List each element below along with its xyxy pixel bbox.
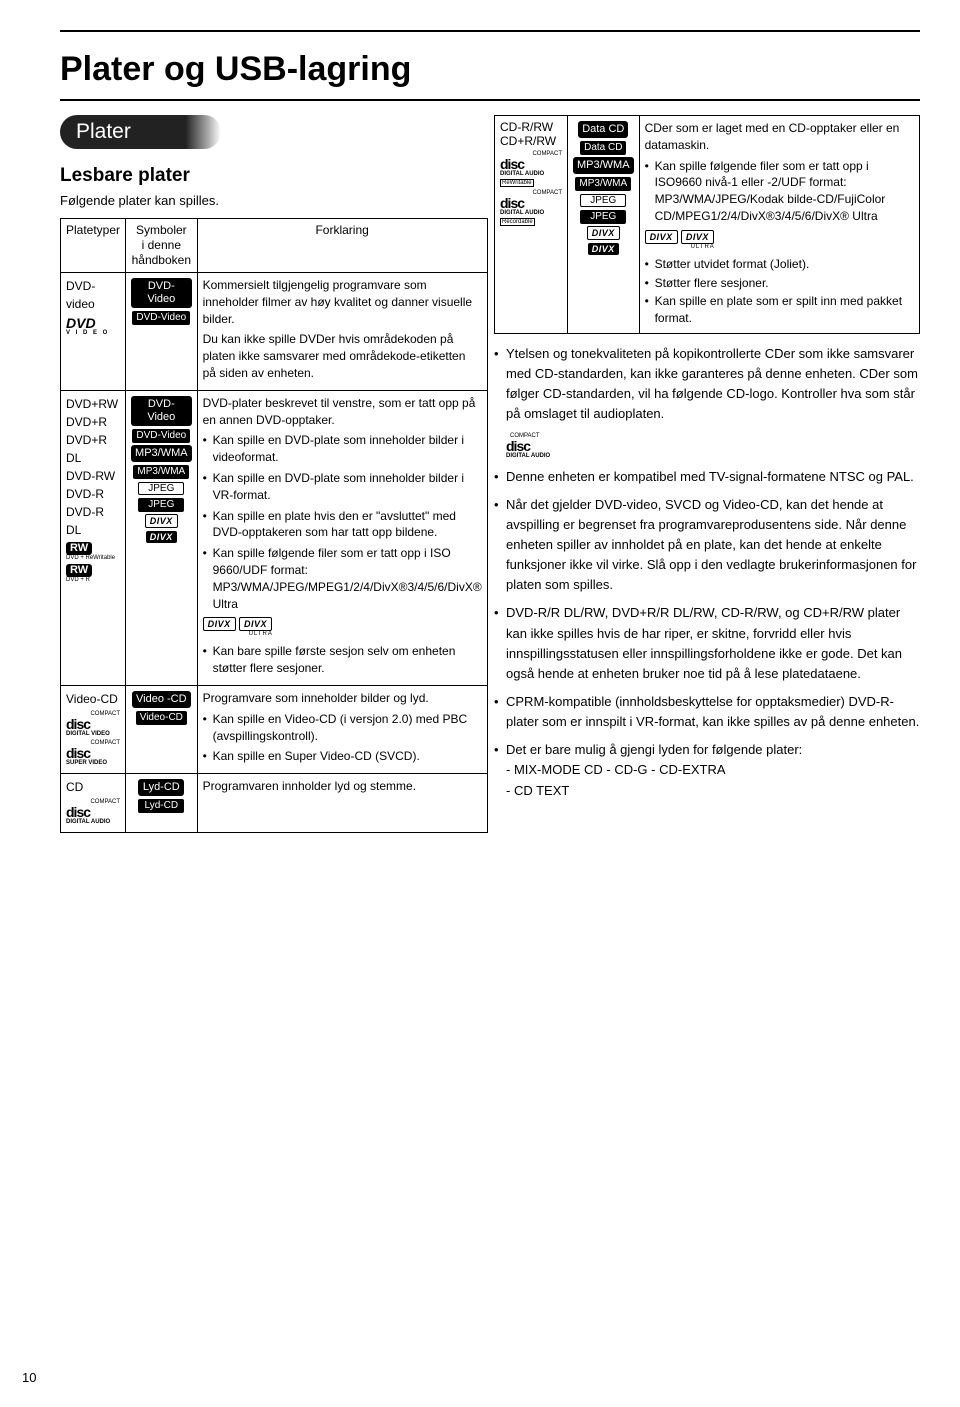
type-line: DVD+RW <box>66 395 120 413</box>
symbol-pill: MP3/WMA <box>575 177 631 191</box>
divx-ultra-pair-icon: DIVX DIVX ULTRA <box>645 229 914 250</box>
table-row: DVD-video DVDV I D E O DVD-Video DVD-Video… <box>61 273 488 391</box>
desc-bullet: Støtter flere sesjoner. <box>655 275 914 292</box>
discs-table-body: DVD-video DVDV I D E O DVD-Video DVD-Video… <box>61 273 488 833</box>
desc-bullet: Kan spille en Super Video-CD (SVCD). <box>213 748 482 765</box>
type-line: DVD-video <box>66 277 120 313</box>
type-line: DVD+R DL <box>66 431 120 467</box>
desc-para: DVD-plater beskrevet til venstre, som er… <box>203 395 482 429</box>
desc-para: CDer som er laget med en CD-opptaker ell… <box>645 120 914 154</box>
page-bullet: Når det gjelder DVD-video, SVCD og Video… <box>506 495 920 596</box>
th-type: Platetyper <box>61 219 126 273</box>
symbol-pill: MP3/WMA <box>133 465 189 479</box>
desc-para: Kommersielt tilgjengelig programvare som… <box>203 277 482 327</box>
right-table: CD-R/RWCD+R/RW COMPACT disc DIGITAL AUDI… <box>494 115 920 334</box>
symbol-pill: DVD-Video <box>131 278 192 308</box>
symbol-pill: MP3/WMA <box>131 445 192 462</box>
table-row: DVD+RWDVD+RDVD+R DLDVD-RWDVD-RDVD-R DL RW… <box>61 390 488 685</box>
divx-ultra-pair-icon: DIVX DIVX ULTRA <box>203 616 482 637</box>
divx-pill-icon: DIVX <box>146 531 177 543</box>
compact-disc-logo-icon: COMPACT disc DIGITAL AUDIO <box>66 799 120 825</box>
compact-disc-logo-icon: COMPACT disc DIGITAL AUDIO ReWritable <box>500 151 562 187</box>
table-row: Video-CD COMPACT disc DIGITAL VIDEO COMP… <box>61 685 488 773</box>
compact-disc-logo-icon: COMPACT disc SUPER VIDEO <box>66 740 120 766</box>
right-column: CD-R/RWCD+R/RW COMPACT disc DIGITAL AUDI… <box>494 115 920 833</box>
th-desc: Forklaring <box>197 219 487 273</box>
th-symbols: Symboler i denne håndboken <box>126 219 198 273</box>
symbol-pill: Video-CD <box>136 711 187 725</box>
page-number: 10 <box>22 1370 36 1385</box>
table-row: CD COMPACT disc DIGITAL AUDIO Lyd-CD Lyd-… <box>61 774 488 833</box>
type-line: DVD-R DL <box>66 503 120 539</box>
top-rule <box>60 30 920 32</box>
right-bullets: Ytelsen og tonekvaliteten på kopikontrol… <box>494 344 920 801</box>
symbol-box: JPEG <box>580 194 626 207</box>
discs-table: Platetyper Symboler i denne håndboken Fo… <box>60 218 488 833</box>
dvd-video-logo-icon: DVDV I D E O <box>66 316 120 336</box>
symbol-pill: Data CD <box>578 121 628 138</box>
symbol-pill: Data CD <box>580 141 626 155</box>
desc-bullet: Kan bare spille første sesjon selv om en… <box>213 643 482 677</box>
page-bullet: Det er bare mulig å gjengi lyden for føl… <box>506 740 920 800</box>
symbol-pill: Lyd-CD <box>138 799 184 813</box>
sub-heading: Lesbare plater <box>60 165 480 187</box>
type-line: Video-CD <box>66 690 120 708</box>
type-line: DVD-R <box>66 485 120 503</box>
right-table-body: CD-R/RWCD+R/RW COMPACT disc DIGITAL AUDI… <box>495 116 920 334</box>
desc-para: Programvaren innholder lyd og stemme. <box>203 778 482 795</box>
type-line: CD+R/RW <box>500 134 562 148</box>
desc-bullet: Kan spille følgende filer som er tatt op… <box>655 158 914 225</box>
compact-disc-logo-icon: COMPACT disc DIGITAL AUDIO Recordable <box>500 190 562 226</box>
type-line: DVD-RW <box>66 467 120 485</box>
page-bullet: Ytelsen og tonekvaliteten på kopikontrol… <box>506 344 920 425</box>
table-row: CD-R/RWCD+R/RW COMPACT disc DIGITAL AUDI… <box>495 116 920 334</box>
symbol-box: JPEG <box>138 482 184 495</box>
desc-bullet: Kan spille følgende filer som er tatt op… <box>213 545 482 612</box>
symbol-pill: MP3/WMA <box>573 157 634 174</box>
desc-bullet: Kan spille en DVD-plate som inneholder b… <box>213 432 482 466</box>
page-bullet: Denne enheten er kompatibel med TV-signa… <box>506 467 920 487</box>
page-bullet: CPRM-kompatible (innholdsbeskyttelse for… <box>506 692 920 732</box>
page-title: Plater og USB-lagring <box>60 50 920 89</box>
desc-bullet: Kan spille en Video-CD (i versjon 2.0) m… <box>213 711 482 745</box>
bottom-rule <box>60 99 920 101</box>
compact-disc-logo-icon: COMPACT disc DIGITAL AUDIO <box>506 433 920 459</box>
intro-text: Følgende plater kan spilles. <box>60 193 480 208</box>
divx-box-icon: DIVX <box>587 226 620 240</box>
desc-bullet: Kan spille en DVD-plate som inneholder b… <box>213 470 482 504</box>
desc-para: Programvare som inneholder bilder og lyd… <box>203 690 482 707</box>
rw-r-logo-icon: RWDVD + R <box>66 564 120 583</box>
type-line: CD <box>66 778 120 796</box>
symbol-pill: DVD-Video <box>131 396 192 426</box>
symbol-pill: DVD-Video <box>132 429 190 443</box>
symbol-pill: JPEG <box>580 210 626 224</box>
symbol-pill: JPEG <box>138 498 184 512</box>
compact-disc-logo-icon: COMPACT disc DIGITAL VIDEO <box>66 711 120 737</box>
page-bullet: DVD-R/R DL/RW, DVD+R/R DL/RW, CD-R/RW, o… <box>506 603 920 684</box>
type-line: CD-R/RW <box>500 120 562 134</box>
main-columns: Plater Lesbare plater Følgende plater ka… <box>60 115 920 833</box>
desc-bullet: Kan spille en plate hvis den er "avslutt… <box>213 508 482 542</box>
section-pill: Plater <box>60 115 221 149</box>
symbol-pill: Lyd-CD <box>138 779 184 796</box>
desc-para: Du kan ikke spille DVDer hvis områdekode… <box>203 331 482 381</box>
divx-pill-icon: DIVX <box>588 243 619 255</box>
left-column: Plater Lesbare plater Følgende plater ka… <box>60 115 480 833</box>
type-line: DVD+R <box>66 413 120 431</box>
divx-box-icon: DIVX <box>145 514 178 528</box>
symbol-pill: Video -CD <box>132 691 191 708</box>
desc-bullet: Kan spille en plate som er spilt inn med… <box>655 293 914 327</box>
desc-bullet: Støtter utvidet format (Joliet). <box>655 256 914 273</box>
symbol-pill: DVD-Video <box>132 311 190 325</box>
rw-rewritable-logo-icon: RWDVD + ReWritable <box>66 542 120 561</box>
